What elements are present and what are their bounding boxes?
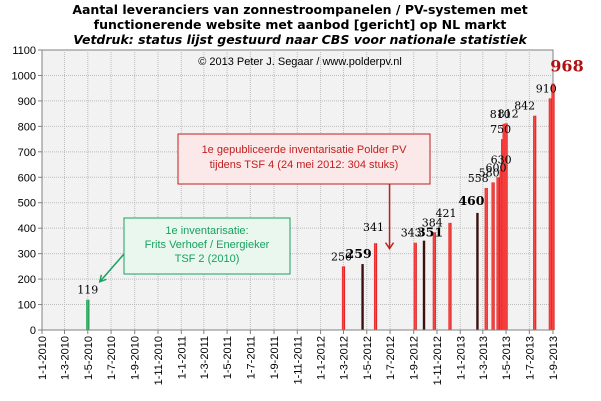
bar-341 — [373, 243, 378, 330]
x-tick-label: 1-1-2013 — [455, 336, 467, 380]
bar-119 — [86, 299, 90, 330]
bar-810 — [502, 123, 506, 330]
y-tick-label: 1000 — [12, 70, 36, 82]
bar-600 — [496, 177, 500, 330]
data-label-968: 968 — [550, 57, 583, 76]
y-tick-label: 800 — [18, 121, 36, 133]
copyright-notice: © 2013 Peter J. Segaar / www.polderpv.nl — [198, 56, 402, 68]
y-tick-label: 700 — [18, 147, 36, 159]
bar-384 — [432, 232, 436, 330]
bar-558 — [484, 187, 488, 330]
data-label-460: 460 — [458, 193, 484, 208]
data-label-341: 341 — [363, 221, 384, 234]
annotation-inventarisatie-arrow — [99, 253, 125, 283]
axes-group: 0 100 200 300 400 500 600 700 800 900 1000 1100 1-1-… — [12, 45, 560, 385]
data-label-119: 119 — [77, 284, 98, 297]
data-label-259: 259 — [346, 246, 372, 261]
x-tick-label: 1-7-2011 — [245, 336, 257, 379]
data-label-384: 384 — [422, 216, 443, 229]
x-tick-label: 1-5-2010 — [83, 336, 95, 380]
annotation-inventarisatie-line-1: 1e inventarisatie: — [165, 225, 248, 237]
data-label-750: 750 — [490, 123, 511, 136]
y-tick-label: 400 — [18, 223, 36, 235]
bars-group — [86, 83, 555, 330]
chart-title-line-1: Aantal leveranciers van zonnestroompanel… — [72, 2, 527, 17]
x-tick-label: 1-3-2011 — [199, 336, 211, 379]
data-label-351: 351 — [417, 225, 443, 240]
y-tick-label: 0 — [30, 325, 36, 337]
bar-460 — [476, 212, 479, 330]
data-label-910: 910 — [536, 82, 557, 95]
x-tick-label: 1-11-2012 — [432, 336, 444, 385]
bar-580 — [491, 182, 495, 330]
bar-250 — [341, 266, 346, 330]
annotation-polderpv-arrowhead — [384, 242, 395, 250]
bar-351 — [422, 240, 426, 330]
chart-subtitle: Vetdruk: status lijst gestuurd naar CBS … — [73, 32, 527, 47]
y-tick-label: 500 — [18, 198, 36, 210]
y-tick-label: 900 — [18, 96, 36, 108]
annotation-polderpv-line-1: 1e gepubliceerde inventarisatie Polder P… — [202, 144, 408, 156]
data-label-600: 600 — [486, 161, 507, 174]
y-tick-label: 600 — [18, 172, 36, 184]
annotations-group: 1e gepubliceerde inventarisatie Polder P… — [98, 133, 431, 283]
x-tick-label: 1-11-2011 — [292, 336, 304, 385]
x-tick-label: 1-7-2013 — [524, 336, 536, 380]
data-label-580: 580 — [479, 166, 500, 179]
x-tick-label: 1-1-2010 — [37, 336, 49, 380]
bar-259 — [361, 264, 364, 330]
annotation-polderpv-line-2: tijdens TSF 4 (24 mei 2012: 304 stuks) — [210, 159, 399, 171]
annotation-box-inventarisatie — [123, 217, 291, 275]
x-tick-label: 1-9-2011 — [269, 336, 281, 379]
x-tick-label: 1-5-2012 — [362, 336, 374, 380]
bar-421 — [448, 222, 452, 330]
bar-842 — [533, 115, 537, 330]
x-tick-label: 1-9-2012 — [409, 336, 421, 380]
annotation-inventarisatie-line-2: Frits Verhoef / Energieker — [145, 239, 270, 251]
bar-812 — [504, 123, 508, 330]
x-tick-label: 1-1-2011 — [176, 336, 188, 379]
bar-968 — [551, 83, 555, 330]
annotation-inventarisatie-line-3: TSF 2 (2010) — [175, 253, 240, 265]
data-label-250: 250 — [331, 250, 352, 263]
x-tick-label: 1-3-2013 — [478, 336, 490, 380]
data-label-558: 558 — [468, 172, 489, 185]
x-tick-label: 1-11-2010 — [153, 336, 165, 385]
x-tick-label: 1-1-2012 — [316, 336, 328, 380]
x-tick-label: 1-3-2010 — [60, 336, 72, 380]
bar-343 — [413, 242, 417, 330]
x-tick-label: 1-7-2010 — [106, 336, 118, 380]
title-group: Aantal leveranciers van zonnestroompanel… — [72, 2, 527, 47]
x-tick-label: 1-3-2012 — [338, 336, 350, 380]
x-tick-label: 1-7-2012 — [385, 336, 397, 380]
x-tick-label: 1-5-2013 — [501, 336, 513, 380]
bar-910 — [548, 98, 552, 330]
data-label-421: 421 — [436, 207, 457, 220]
y-tick-label: 200 — [18, 274, 36, 286]
data-label-343: 343 — [401, 227, 422, 240]
annotation-inventarisatie-arrowhead — [98, 274, 107, 283]
data-label-812: 812 — [498, 107, 519, 120]
x-tick-label: 1-9-2013 — [548, 336, 560, 380]
x-tick-label: 1-9-2010 — [130, 336, 142, 380]
data-label-630: 630 — [491, 154, 512, 167]
chart-title-line-2: functionerende website met aanbod [geric… — [94, 17, 507, 32]
x-tick-label: 1-5-2011 — [222, 336, 234, 379]
annotation-box-polderpv — [177, 133, 431, 185]
data-label-842: 842 — [514, 100, 535, 113]
y-tick-label: 1100 — [12, 45, 36, 57]
y-tick-label: 300 — [18, 249, 36, 261]
y-tick-label: 100 — [18, 300, 36, 312]
data-label-810: 810 — [490, 108, 511, 121]
